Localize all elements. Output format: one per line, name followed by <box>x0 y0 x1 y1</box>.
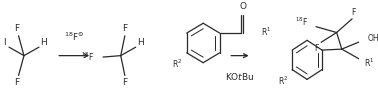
Text: R$^1$: R$^1$ <box>262 26 272 38</box>
Text: $^{18}$F: $^{18}$F <box>81 51 94 63</box>
Text: R$^2$: R$^2$ <box>279 74 289 87</box>
Text: F: F <box>14 24 19 33</box>
Text: F: F <box>122 78 127 87</box>
Text: F: F <box>14 78 19 87</box>
Text: $^{18}$F$^{\ominus}$: $^{18}$F$^{\ominus}$ <box>64 30 84 43</box>
Text: F: F <box>122 24 127 33</box>
Text: H: H <box>40 38 46 47</box>
Text: $^{18}$F: $^{18}$F <box>295 16 308 28</box>
Text: F: F <box>314 44 318 53</box>
Text: I: I <box>3 38 6 47</box>
Text: R$^1$: R$^1$ <box>364 57 375 69</box>
Text: O: O <box>239 2 246 11</box>
Text: OH: OH <box>367 34 378 43</box>
Text: R$^2$: R$^2$ <box>172 57 182 70</box>
Text: KO$t$Bu: KO$t$Bu <box>225 71 255 82</box>
Text: F: F <box>352 8 356 17</box>
Text: H: H <box>137 38 144 47</box>
